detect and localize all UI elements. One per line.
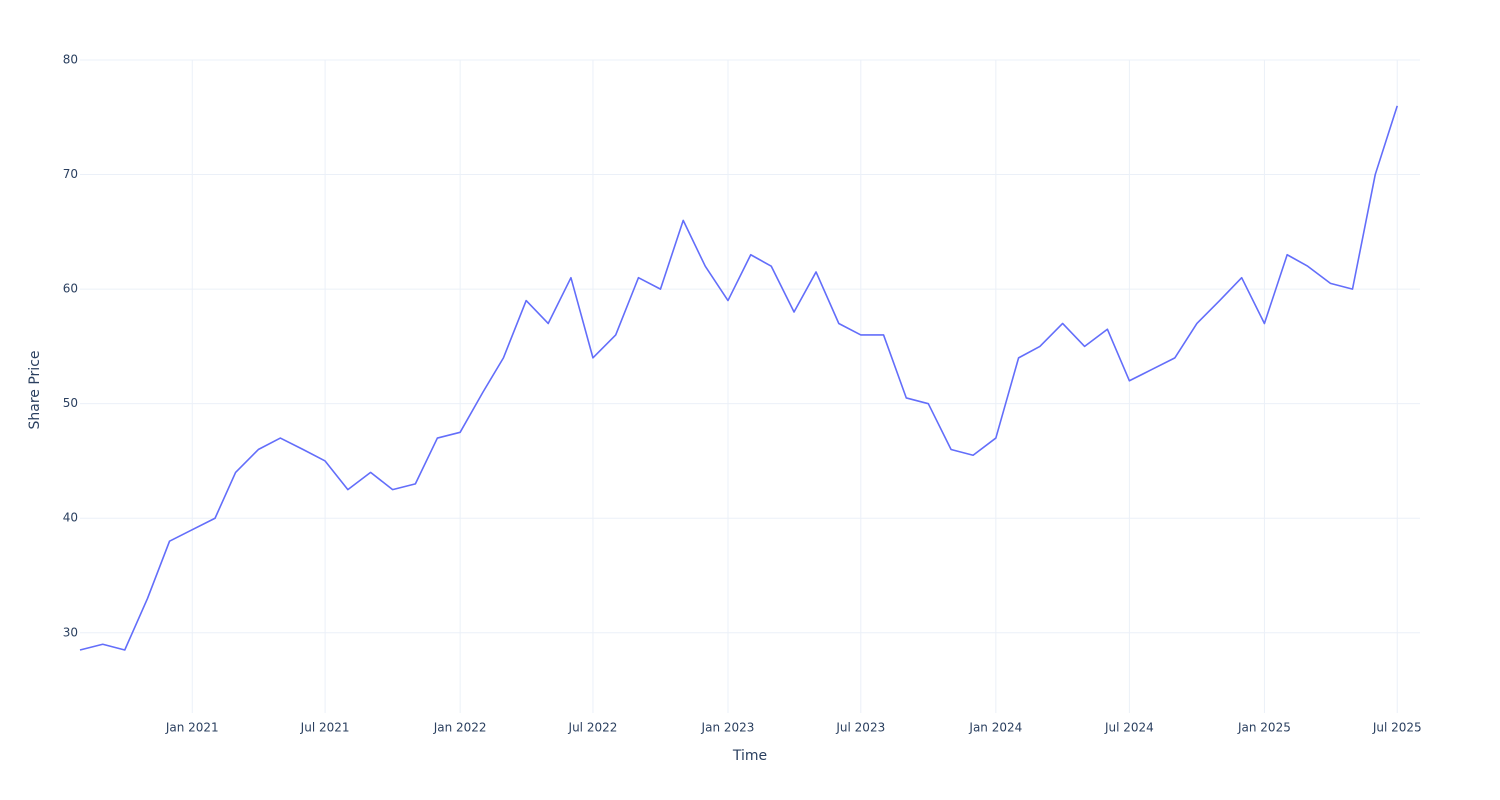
x-tick-label: Jul 2021 — [300, 721, 350, 735]
x-tick-label: Jul 2023 — [835, 721, 885, 735]
x-tick-label: Jul 2022 — [568, 721, 618, 735]
x-tick-label: Jul 2025 — [1372, 721, 1422, 735]
y-axis-title: Share Price — [27, 350, 43, 429]
price-line — [79, 105, 1399, 651]
x-axis-title: Time — [732, 748, 767, 764]
y-tick-label: 80 — [63, 53, 78, 67]
y-tick-label: 30 — [63, 625, 78, 639]
y-tick-label: 50 — [63, 396, 78, 410]
y-tick-label: 70 — [63, 167, 78, 181]
x-tick-label: Jan 2025 — [1237, 721, 1291, 735]
x-tick-label: Jan 2024 — [968, 721, 1022, 735]
x-tick-label: Jan 2023 — [701, 721, 755, 735]
x-tick-label: Jul 2024 — [1104, 721, 1154, 735]
x-tick-label: Jan 2021 — [165, 721, 219, 735]
y-tick-label: 60 — [63, 282, 78, 296]
y-tick-label: 40 — [63, 511, 78, 525]
x-tick-label: Jan 2022 — [433, 721, 487, 735]
